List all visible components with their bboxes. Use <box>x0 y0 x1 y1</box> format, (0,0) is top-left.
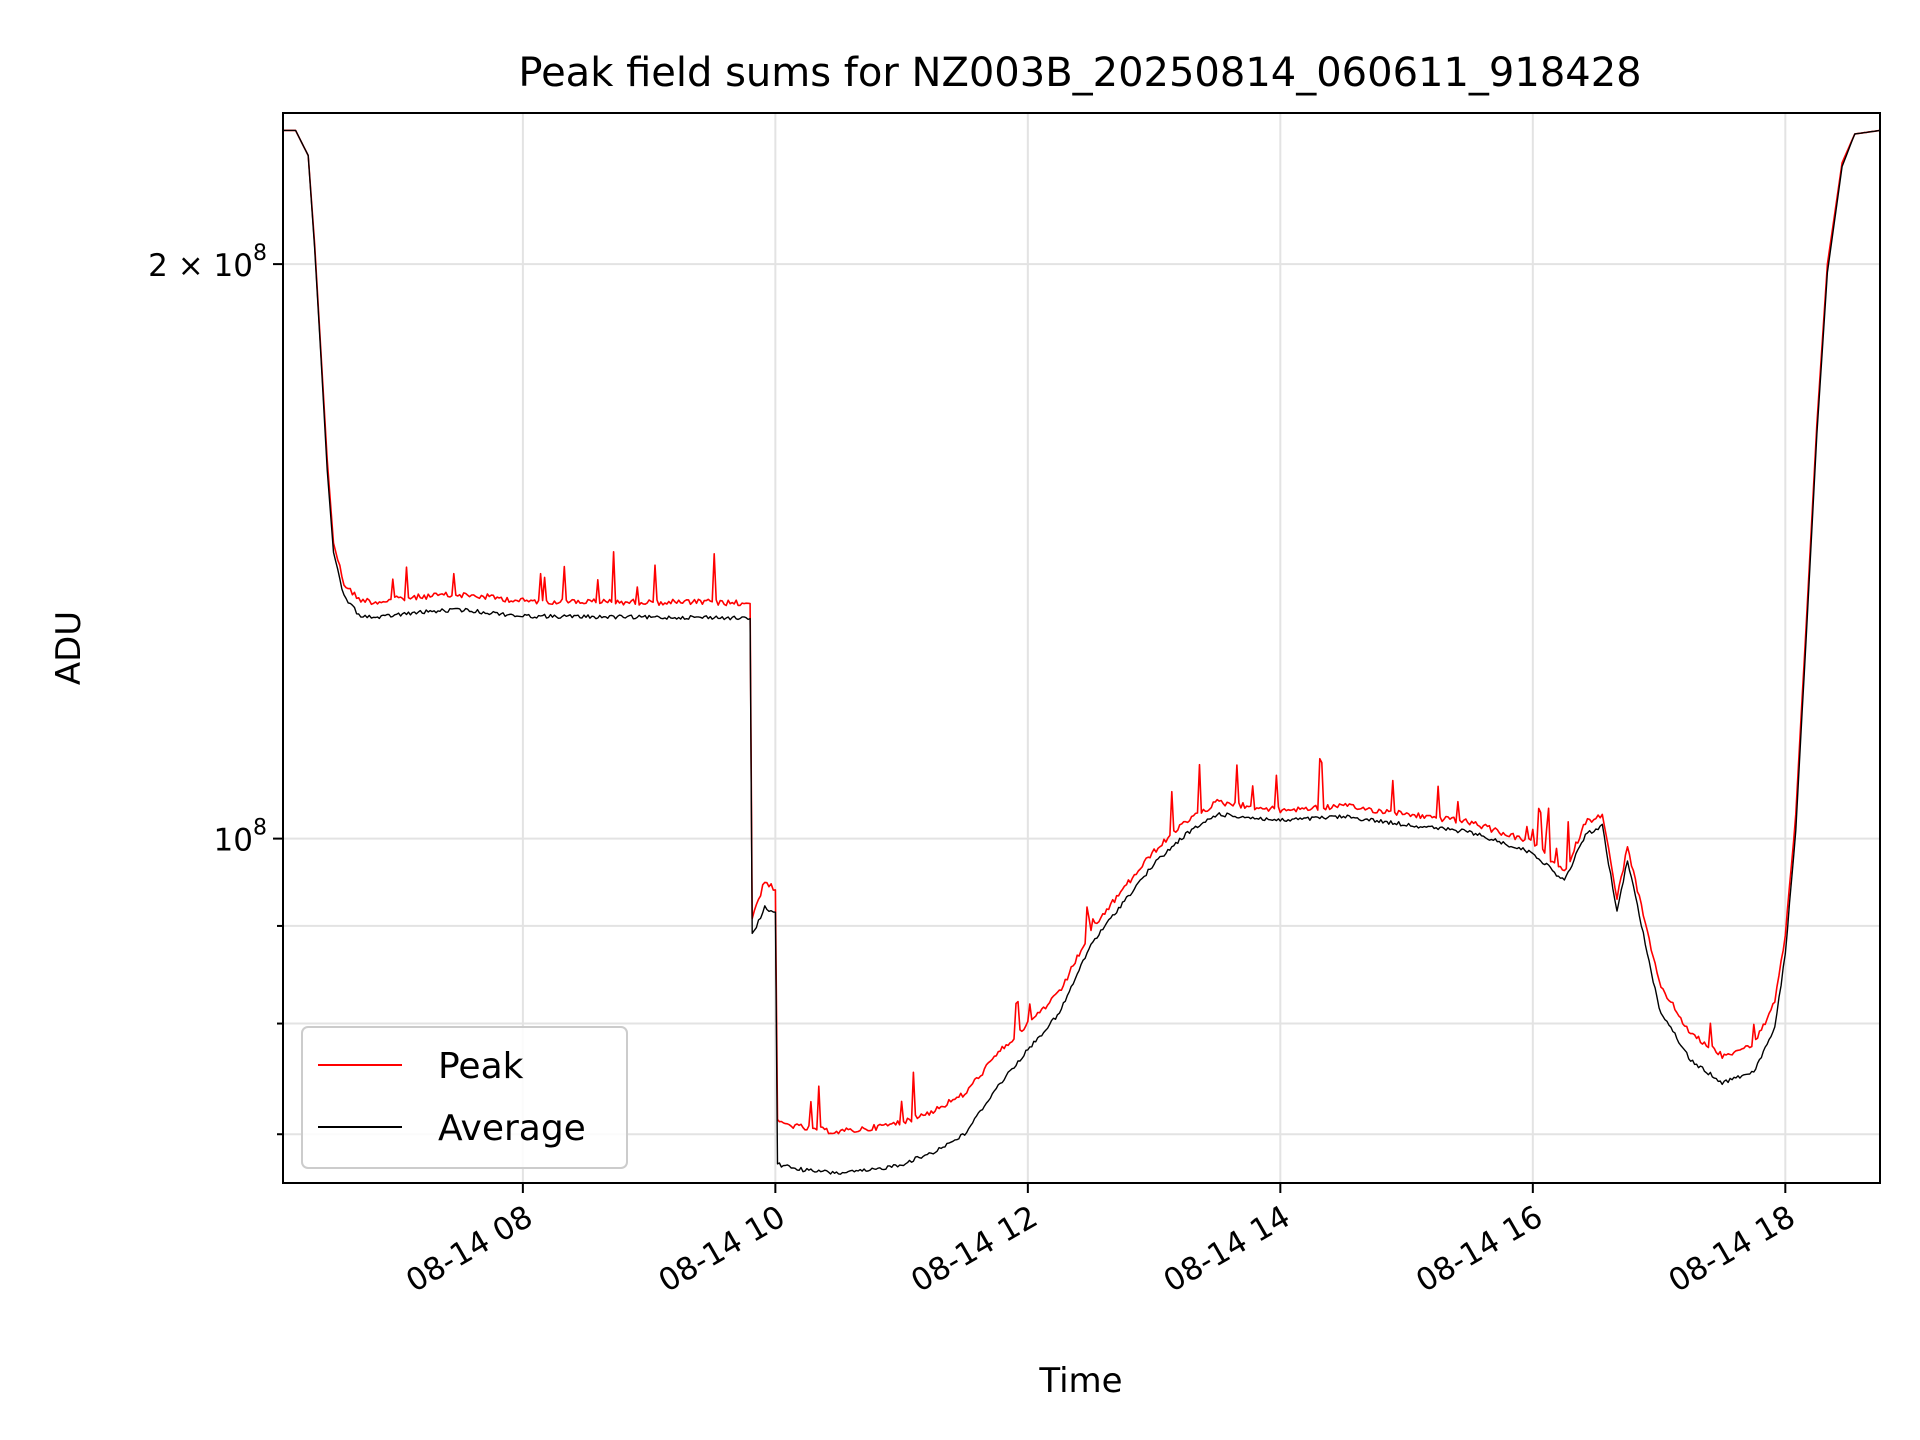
y-tick-label: 2 × 108 <box>148 241 267 284</box>
x-axis-label: Time <box>1038 1361 1122 1401</box>
y-tick-coef: 2 × <box>148 248 213 284</box>
y-tick-base: 10 <box>214 823 253 859</box>
x-tick-label: 08-14 18 <box>1663 1199 1802 1300</box>
x-tick-label: 08-14 08 <box>400 1199 539 1300</box>
x-tick-label: 08-14 14 <box>1158 1199 1297 1300</box>
y-axis-label: ADU <box>49 611 89 685</box>
x-tick-label: 08-14 10 <box>653 1199 792 1300</box>
y-tick-exp: 8 <box>253 816 267 841</box>
x-tick-label: 08-14 16 <box>1410 1199 1549 1300</box>
y-tick-exp: 8 <box>253 241 267 266</box>
plot-frame <box>282 112 1881 1184</box>
x-axis: 08-14 08 08-14 10 08-14 12 08-14 14 08-14 16… <box>400 1183 1801 1300</box>
series-line-peak <box>283 129 1881 1135</box>
y-tick-base: 10 <box>214 248 253 284</box>
plot-area <box>283 129 1881 1175</box>
grid <box>283 113 1880 1183</box>
y-tick-label: 108 <box>214 816 267 859</box>
x-tick-label: 08-14 12 <box>905 1199 1044 1300</box>
legend: Peak Average <box>301 1026 628 1169</box>
chart-title: Peak field sums for NZ003B_20250814_0606… <box>518 50 1641 96</box>
legend-box <box>301 1026 628 1169</box>
legend-label-peak: Peak <box>438 1046 524 1087</box>
legend-label-average: Average <box>438 1108 586 1149</box>
series-line-average <box>283 129 1881 1175</box>
